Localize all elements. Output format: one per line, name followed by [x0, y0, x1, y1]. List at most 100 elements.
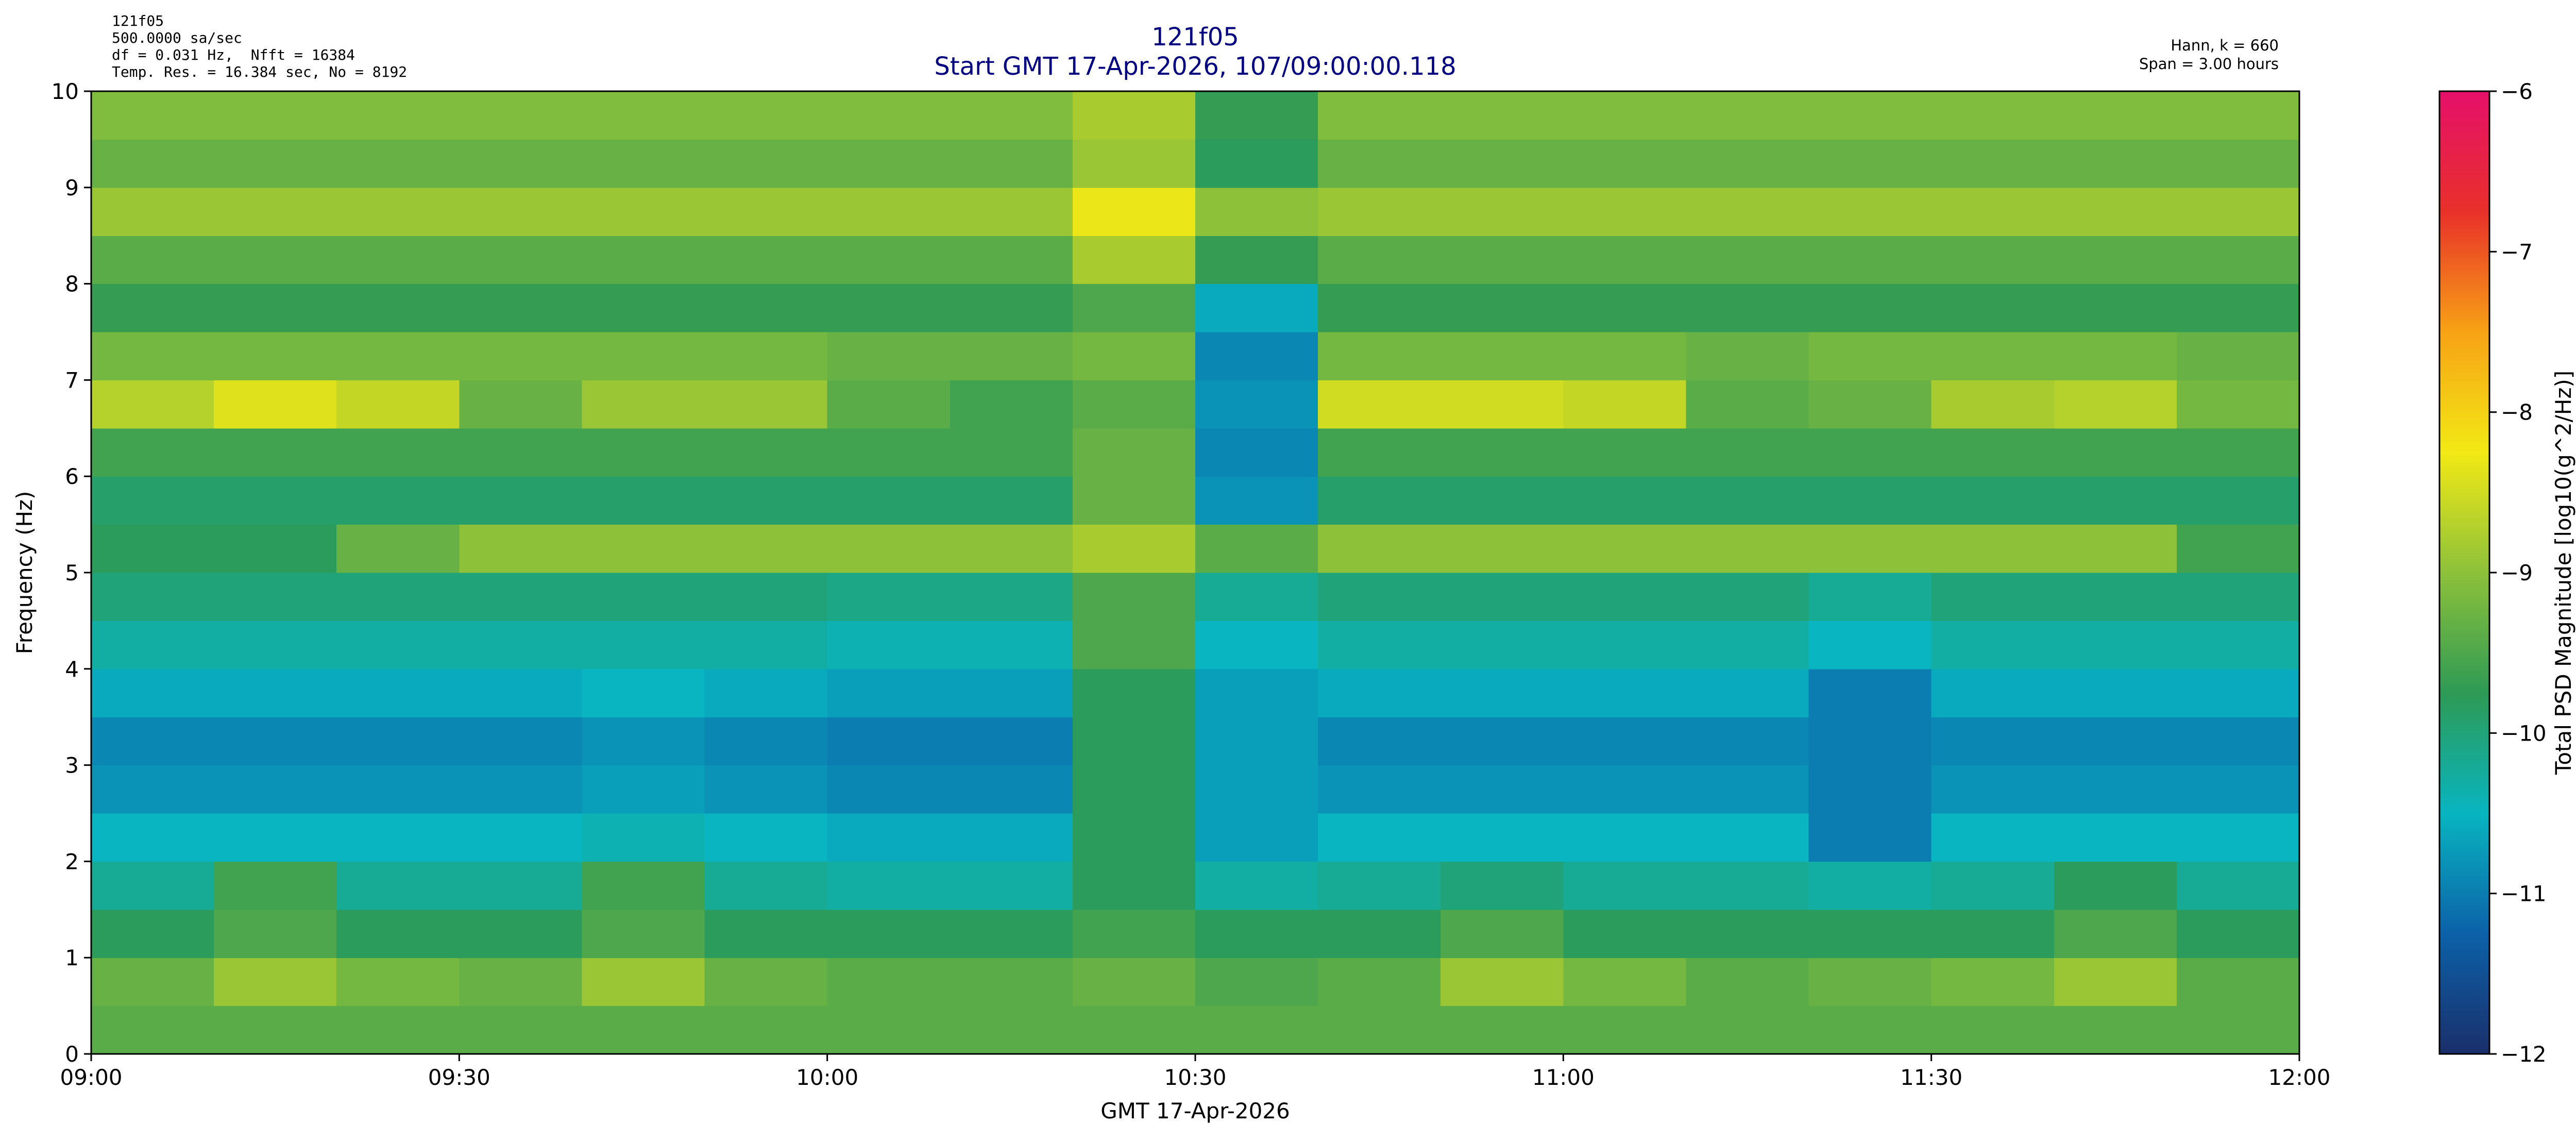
heatmap-cell — [2054, 524, 2177, 573]
heatmap-cell — [582, 91, 705, 140]
heatmap-cell — [1808, 91, 1932, 140]
heatmap-cell — [827, 765, 951, 814]
colorbar-tick-label: −10 — [2501, 720, 2547, 746]
heatmap-cell — [950, 958, 1073, 1007]
heatmap-cell — [1318, 524, 1441, 573]
heatmap-cell — [91, 621, 214, 669]
x-tick-label: 11:30 — [1900, 1065, 1962, 1090]
heatmap-cell — [91, 861, 214, 910]
heatmap-cell — [336, 332, 460, 380]
colorbar — [2438, 90, 2490, 1055]
heatmap-cell — [2054, 573, 2177, 621]
x-tick-label: 10:30 — [1164, 1065, 1226, 1090]
header-left-line: Temp. Res. = 16.384 sec, No = 8192 — [112, 63, 407, 80]
heatmap-cell — [1072, 621, 1196, 669]
heatmap-cell — [2176, 1005, 2300, 1054]
heatmap-cell — [1563, 380, 1687, 429]
heatmap-cell — [1808, 236, 1932, 284]
heatmap-cell — [1440, 813, 1564, 862]
heatmap-cell — [1563, 621, 1687, 669]
y-tick-label: 5 — [65, 560, 79, 585]
heatmap-cell — [1318, 91, 1441, 140]
heatmap-cell — [459, 524, 583, 573]
heatmap-cell — [1318, 717, 1441, 766]
heatmap-cell — [1686, 1005, 1809, 1054]
heatmap-cell — [1931, 524, 2055, 573]
heatmap-cell — [2054, 668, 2177, 717]
colorbar-tick-label: −12 — [2501, 1042, 2547, 1067]
heatmap-cell — [1686, 236, 1809, 284]
heatmap-cell — [214, 621, 337, 669]
heatmap-cell — [704, 765, 828, 814]
heatmap-cell — [2054, 909, 2177, 958]
heatmap-cell — [1440, 861, 1564, 910]
heatmap-cell — [704, 187, 828, 236]
heatmap-cell — [950, 621, 1073, 669]
heatmap-cell — [1808, 861, 1932, 910]
heatmap-cell — [1440, 236, 1564, 284]
heatmap-cell — [2054, 428, 2177, 477]
heatmap-cell — [1440, 332, 1564, 380]
heatmap-cell — [2176, 573, 2300, 621]
heatmap-cell — [459, 765, 583, 814]
heatmap-cell — [1563, 668, 1687, 717]
heatmap-cell — [704, 717, 828, 766]
heatmap-cell — [1686, 909, 1809, 958]
heatmap-cell — [1072, 187, 1196, 236]
heatmap-cell — [1072, 909, 1196, 958]
heatmap-cell — [704, 428, 828, 477]
heatmap-cell — [1931, 91, 2055, 140]
heatmap-cell — [1072, 332, 1196, 380]
heatmap-cell — [1072, 717, 1196, 766]
heatmap-cell — [950, 139, 1073, 188]
heatmap-cell — [2054, 765, 2177, 814]
heatmap-cell — [459, 283, 583, 332]
heatmap-cell — [2176, 958, 2300, 1007]
heatmap-cell — [1931, 765, 2055, 814]
heatmap-cell — [2054, 717, 2177, 766]
heatmap-cell — [950, 332, 1073, 380]
heatmap-cell — [336, 283, 460, 332]
header-left-line: 121f05 — [112, 12, 164, 29]
heatmap-cell — [1440, 765, 1564, 814]
heatmap-cell — [950, 524, 1073, 573]
heatmap-cell — [827, 668, 951, 717]
heatmap-cell — [1318, 668, 1441, 717]
heatmap-cell — [1072, 139, 1196, 188]
heatmap-cell — [1808, 283, 1932, 332]
heatmap-cell — [950, 909, 1073, 958]
heatmap-cell — [582, 668, 705, 717]
heatmap-cell — [950, 813, 1073, 862]
header-right-line: Span = 3.00 hours — [2139, 55, 2279, 73]
heatmap-cell — [827, 187, 951, 236]
heatmap-cell — [336, 717, 460, 766]
heatmap-cell — [1808, 765, 1932, 814]
heatmap-cell — [1440, 139, 1564, 188]
heatmap-cell — [1686, 283, 1809, 332]
heatmap-cell — [91, 428, 214, 477]
heatmap-cell — [1808, 187, 1932, 236]
heatmap-cell — [1931, 380, 2055, 429]
heatmap-cell — [336, 476, 460, 525]
heatmap-cell — [1686, 187, 1809, 236]
heatmap-cell — [1072, 380, 1196, 429]
heatmap-cell — [91, 332, 214, 380]
heatmap-cell — [827, 813, 951, 862]
heatmap-cell — [459, 380, 583, 429]
heatmap-cell — [1563, 958, 1687, 1007]
heatmap-cell — [704, 958, 828, 1007]
heatmap-cell — [2176, 428, 2300, 477]
heatmap-cell — [214, 476, 337, 525]
chart-subtitle: Start GMT 17-Apr-2026, 107/09:00:00.118 — [934, 52, 1456, 81]
heatmap-cell — [950, 380, 1073, 429]
heatmap — [91, 91, 2300, 1054]
heatmap-cell — [2176, 236, 2300, 284]
heatmap-cell — [1072, 428, 1196, 477]
heatmap-cell — [1563, 573, 1687, 621]
heatmap-cell — [1440, 621, 1564, 669]
heatmap-cell — [582, 621, 705, 669]
heatmap-cell — [582, 765, 705, 814]
heatmap-cell — [704, 909, 828, 958]
heatmap-cell — [1808, 958, 1932, 1007]
heatmap-cell — [1440, 283, 1564, 332]
